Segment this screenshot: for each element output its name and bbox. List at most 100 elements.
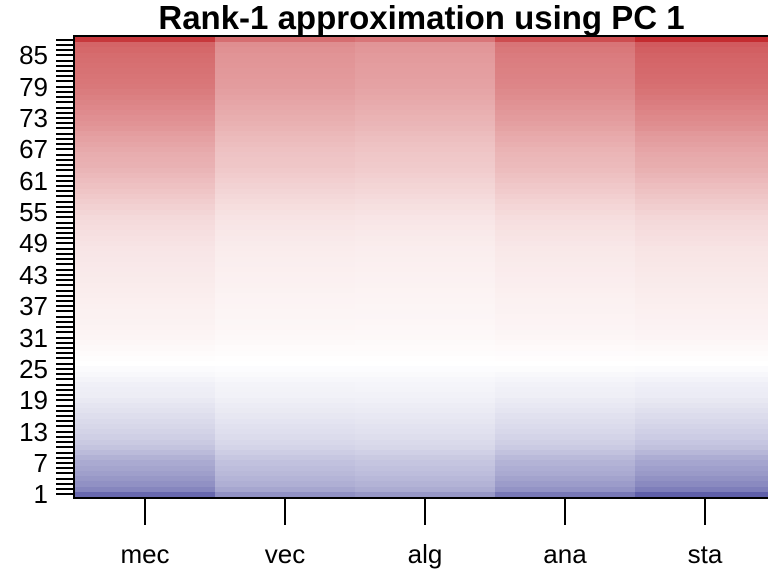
heatmap-cell: [75, 283, 215, 288]
y-axis-tick: [56, 143, 73, 146]
heatmap-cell: [215, 105, 355, 110]
heatmap-cell: [495, 147, 635, 152]
y-axis-tick: [56, 85, 73, 88]
y-tick-label: 61: [19, 165, 48, 196]
heatmap-cell: [215, 63, 355, 68]
heatmap-cell: [75, 215, 215, 220]
heatmap-cell: [635, 58, 768, 63]
heatmap-cell: [495, 335, 635, 340]
heatmap-cell: [75, 53, 215, 58]
heatmap-cell: [215, 272, 355, 277]
heatmap-cell: [215, 95, 355, 100]
heatmap-cell: [75, 105, 215, 110]
y-tick-label: 79: [19, 71, 48, 102]
heatmap-cell: [215, 136, 355, 142]
heatmap-cell: [215, 246, 355, 251]
heatmap-cell: [635, 345, 768, 351]
heatmap-cell: [75, 382, 215, 387]
heatmap-cell: [75, 325, 215, 330]
heatmap-cell: [215, 314, 355, 319]
heatmap-cell: [75, 455, 215, 460]
heatmap-cell: [495, 460, 635, 466]
y-tick-label: 37: [19, 291, 48, 322]
heatmap-cell: [635, 267, 768, 272]
heatmap-cell: [215, 455, 355, 460]
heatmap-cell: [355, 340, 495, 345]
y-axis-tick: [56, 320, 73, 323]
heatmap-cell: [75, 351, 215, 356]
heatmap-cell: [635, 53, 768, 58]
y-axis-tick: [56, 315, 73, 318]
y-tick-label: 73: [19, 103, 48, 134]
heatmap-cell: [75, 304, 215, 309]
heatmap-cell: [635, 42, 768, 47]
heatmap-cell: [495, 403, 635, 408]
heatmap-cell: [635, 63, 768, 68]
y-axis-tick: [56, 101, 73, 104]
heatmap-cell: [495, 74, 635, 79]
y-axis-tick: [56, 75, 73, 78]
x-tick-label: mec: [120, 539, 170, 569]
y-axis-tick: [56, 373, 73, 376]
heatmap-cell: [495, 236, 635, 241]
heatmap-cell: [355, 424, 495, 429]
heatmap-cell: [355, 74, 495, 79]
heatmap-cell: [495, 351, 635, 356]
y-axis-tick: [56, 414, 73, 417]
heatmap-cell: [495, 84, 635, 89]
heatmap-cell: [355, 68, 495, 74]
heatmap-cell: [355, 79, 495, 84]
heatmap-cell: [355, 277, 495, 283]
heatmap-cell: [215, 335, 355, 340]
heatmap-cell: [635, 450, 768, 455]
heatmap-cell: [355, 492, 495, 497]
heatmap-cell: [75, 429, 215, 434]
heatmap-cell: [635, 251, 768, 257]
heatmap-cell: [495, 267, 635, 272]
heatmap-cell: [355, 241, 495, 246]
heatmap-cell: [635, 309, 768, 314]
heatmap-cell: [355, 481, 495, 487]
heatmap-cell: [75, 398, 215, 403]
heatmap-cell: [495, 246, 635, 251]
heatmap-cell: [635, 95, 768, 100]
heatmap-cell: [215, 42, 355, 47]
heatmap-cell: [355, 225, 495, 230]
heatmap-cell: [75, 121, 215, 126]
heatmap-cell: [215, 392, 355, 398]
y-axis-tick: [56, 331, 73, 334]
heatmap-cell: [635, 314, 768, 319]
y-axis-tick: [56, 299, 73, 302]
heatmap-cell: [215, 194, 355, 199]
heatmap-cell: [635, 330, 768, 335]
heatmap-cell: [495, 487, 635, 492]
heatmap-cell: [635, 387, 768, 392]
y-tick-label: 7: [33, 448, 48, 479]
heatmap-cell: [495, 210, 635, 215]
heatmap-cell: [355, 319, 495, 325]
heatmap-cell: [75, 476, 215, 481]
heatmap-cell: [355, 429, 495, 434]
heatmap-cell: [355, 314, 495, 319]
heatmap-cell: [355, 230, 495, 236]
heatmap-cell: [635, 492, 768, 497]
heatmap-cell: [495, 230, 635, 236]
heatmap-cell: [75, 330, 215, 335]
heatmap-cell: [75, 335, 215, 340]
heatmap-cell: [215, 210, 355, 215]
heatmap-cell: [635, 183, 768, 189]
heatmap-cell: [355, 419, 495, 424]
heatmap-cell: [215, 492, 355, 497]
y-tick-label: 13: [19, 416, 48, 447]
heatmap-plot: [73, 35, 768, 499]
heatmap-cell: [635, 152, 768, 157]
heatmap-cell: [75, 84, 215, 89]
heatmap-cell: [215, 37, 355, 42]
heatmap-cell: [215, 173, 355, 178]
y-axis-tick: [56, 216, 73, 219]
heatmap-cell: [75, 79, 215, 84]
heatmap-cell: [355, 293, 495, 298]
heatmap-cell: [75, 267, 215, 272]
y-axis-tick: [56, 106, 73, 109]
